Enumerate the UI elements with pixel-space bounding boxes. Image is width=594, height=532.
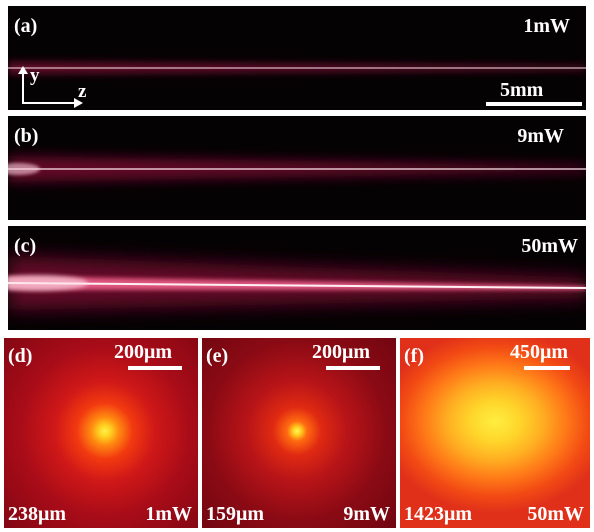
scale-bar-f	[524, 366, 570, 370]
panel-a-label: (a)	[14, 15, 38, 37]
beam-b	[8, 156, 586, 182]
panel-c: (c) 50mW	[8, 226, 586, 330]
panel-f-label: (f)	[404, 345, 424, 367]
scale-a-label: 5mm	[500, 79, 544, 101]
panel-f-scale-label: 450μm	[510, 341, 568, 363]
panel-e-power: 9mW	[343, 503, 390, 525]
scale-bar-e	[326, 366, 380, 370]
panel-f-width: 1423μm	[404, 503, 472, 525]
panel-b-power: 9mW	[517, 125, 564, 147]
panel-f-power: 50mW	[527, 503, 584, 525]
panel-e-label: (e)	[206, 345, 229, 367]
panel-d-label: (d)	[8, 345, 33, 367]
scale-bar-d	[128, 366, 182, 370]
scale-bar-a	[486, 102, 582, 106]
panel-b: (b) 9mW	[8, 116, 586, 220]
panel-f: (f) 450μm 1423μm 50mW	[400, 338, 590, 528]
panel-e-width: 159μm	[206, 503, 264, 525]
panel-d: (d) 200μm 238μm 1mW	[4, 338, 198, 528]
panel-c-power: 50mW	[521, 235, 578, 257]
panel-a-power: 1mW	[523, 15, 570, 37]
panel-d-width: 238μm	[8, 503, 66, 525]
panel-a: (a) 1mW y z 5mm	[8, 6, 586, 110]
panel-e-scale-label: 200μm	[312, 341, 370, 363]
panel-e: (e) 200μm 159μm 9mW	[202, 338, 396, 528]
panel-b-label: (b)	[14, 125, 39, 147]
beam-c	[8, 256, 586, 310]
axis-y-label: y	[30, 65, 40, 86]
z-axis-arrowhead	[74, 98, 83, 108]
panel-d-power: 1mW	[145, 503, 192, 525]
z-axis-arrow	[22, 102, 76, 104]
beam-a	[8, 62, 586, 74]
y-axis-arrowhead	[18, 66, 28, 74]
panel-d-scale-label: 200μm	[114, 341, 172, 363]
axis-z-label: z	[78, 81, 87, 102]
panel-c-label: (c)	[14, 235, 37, 257]
y-axis-arrow	[22, 72, 24, 104]
